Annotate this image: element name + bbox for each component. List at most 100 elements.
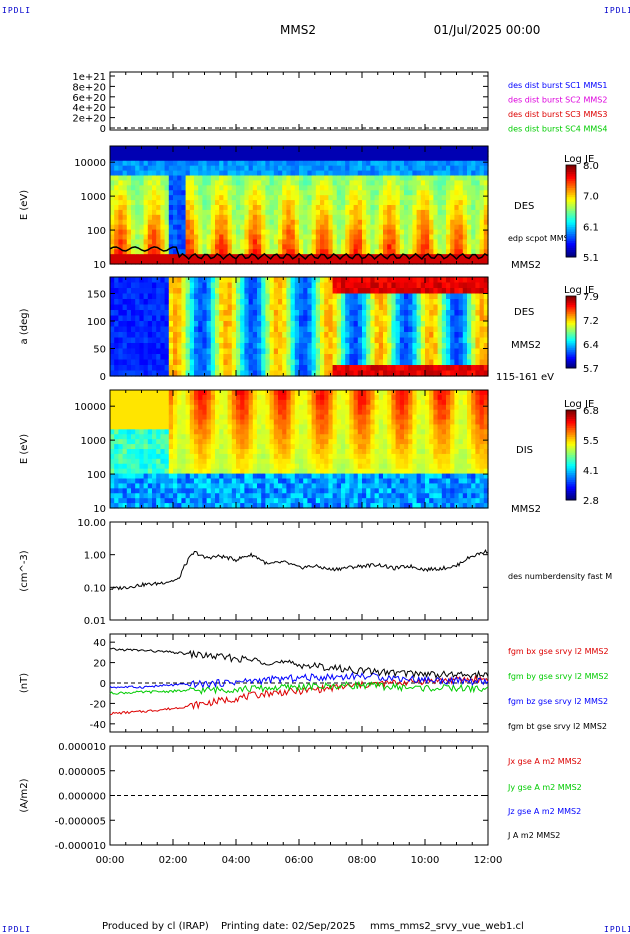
des-pitch-cell [118, 343, 124, 350]
dis-energy-cell [110, 404, 115, 411]
dis-energy-cell [143, 463, 149, 470]
dis-energy-cell [110, 498, 115, 504]
des-energy-cell [399, 205, 405, 211]
des-pitch-colorbar-cell [566, 350, 576, 353]
des-energy-cell [404, 224, 409, 231]
des-pitch-cell [194, 337, 199, 344]
des-pitch-cell [147, 315, 153, 322]
dis-energy-cell [122, 488, 128, 494]
dis-energy-cell [219, 439, 224, 445]
des-energy-cell [366, 165, 371, 172]
des-pitch-cell [198, 288, 203, 295]
des-energy-cell [286, 160, 292, 167]
des-pitch-cell [336, 348, 342, 355]
des-energy-cell [462, 234, 468, 241]
dis-energy-cell [118, 503, 124, 509]
des-pitch-cell [244, 288, 250, 295]
dist-panel-legend-entry: des dist burst SC2 MMS2 [508, 96, 607, 105]
dis-energy-cell [202, 453, 208, 460]
des-energy-cell [433, 146, 439, 152]
des-energy-cell [189, 150, 195, 157]
des-energy-cell [437, 229, 443, 236]
des-pitch-cell [336, 370, 342, 377]
des-pitch-cell [236, 288, 241, 295]
dis-energy-cell [198, 478, 203, 485]
des-energy-cell [471, 175, 476, 182]
des-pitch-cell [299, 343, 304, 350]
des-energy-cell [164, 239, 170, 245]
des-pitch-cell [303, 310, 308, 317]
des-energy-cell [257, 180, 262, 186]
des-energy-cell [437, 224, 443, 231]
des-energy-cell [357, 205, 363, 211]
des-energy-cell [404, 165, 409, 172]
des-pitch-cell [357, 310, 363, 317]
des-energy-cell [110, 219, 115, 226]
des-energy-cell [122, 180, 128, 186]
des-pitch-cell [324, 370, 329, 377]
dis-energy-cell [189, 498, 195, 504]
des-energy-cell [110, 175, 115, 182]
dis-energy-cell [177, 444, 182, 450]
dis-energy-cell [147, 439, 153, 445]
des-pitch-colorbar-cell [566, 333, 576, 337]
des-pitch-cell [341, 299, 346, 306]
des-energy-cell [366, 185, 371, 191]
des-energy-cell [374, 249, 380, 255]
des-pitch-cell [483, 343, 489, 350]
des-pitch-cell [467, 299, 472, 306]
des-pitch-cell [177, 326, 182, 333]
dis-energy-cell [156, 483, 161, 489]
des-pitch-cell [345, 337, 350, 344]
des-pitch-cell [160, 326, 166, 333]
des-pitch-cell [173, 277, 178, 284]
des-energy-cell [189, 209, 195, 216]
des-energy-cell [240, 205, 245, 211]
des-pitch-cell [189, 354, 195, 361]
des-pitch-cell [252, 332, 258, 339]
des-pitch-cell [370, 370, 376, 377]
des-pitch-cell [265, 365, 271, 372]
des-pitch-cell [290, 332, 296, 339]
dis-energy-cell [248, 429, 254, 435]
des-pitch-cell [278, 293, 283, 300]
des-energy-cell [143, 239, 149, 245]
des-energy-cell [202, 244, 208, 250]
des-pitch-cell [433, 359, 439, 366]
des-pitch-cell [341, 282, 346, 289]
des-energy-cell [328, 200, 334, 206]
des-energy-cell [269, 165, 275, 172]
des-pitch-cell [164, 359, 170, 366]
des-energy-cell [164, 195, 170, 201]
dis-energy-cell [210, 429, 216, 435]
des-energy-cell [168, 219, 174, 226]
des-energy-cell [257, 234, 262, 241]
des-energy-cell [168, 259, 174, 265]
des-pitch-colorbar-cell [566, 306, 576, 310]
dis-energy-cell [261, 488, 266, 494]
des-pitch-cell [404, 293, 409, 300]
des-pitch-cell [315, 343, 321, 350]
des-pitch-cell [328, 343, 334, 350]
des-pitch-cell [126, 337, 132, 344]
des-pitch-cell [252, 310, 258, 317]
dis-energy-cell [156, 404, 161, 411]
des-pitch-cell [278, 359, 283, 366]
des-energy-cell [206, 229, 212, 236]
des-energy-cell [273, 165, 279, 172]
des-energy-cell [370, 165, 376, 172]
des-pitch-cell [387, 343, 392, 350]
des-energy-cell [114, 214, 119, 221]
des-energy-cell [286, 150, 292, 157]
des-pitch-cell [194, 326, 199, 333]
des-energy-cell [446, 239, 451, 245]
des-energy-colorbar-cell [566, 204, 576, 207]
des-energy-cell [475, 160, 481, 167]
dis-energy-cell [173, 394, 178, 401]
des-energy-cell [446, 180, 451, 186]
des-energy-colorbar-cell [566, 185, 576, 189]
des-pitch-cell [114, 299, 119, 306]
des-pitch-cell [118, 277, 124, 284]
dis-energy-cell [156, 458, 161, 465]
corner-tag-top-left: IPDLI [2, 6, 32, 15]
